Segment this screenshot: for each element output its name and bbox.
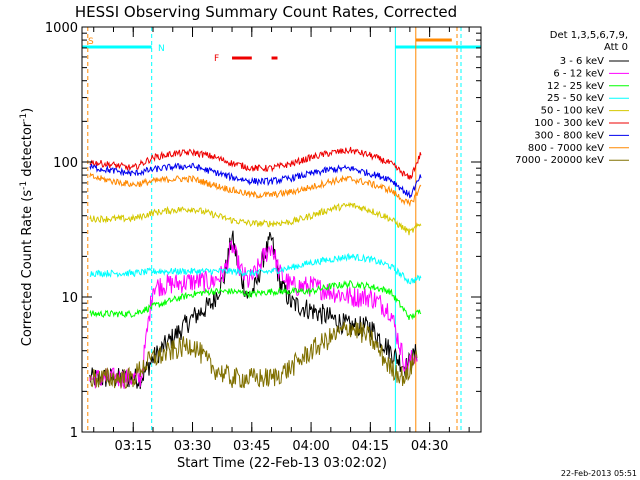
series-line xyxy=(89,252,422,285)
series-line xyxy=(89,201,422,236)
legend-entry-label: 300 - 800 keV xyxy=(534,130,604,141)
legend-header: Att 0 xyxy=(604,42,628,53)
legend-entry-label: 100 - 300 keV xyxy=(534,118,604,129)
legend-entry-label: 25 - 50 keV xyxy=(547,93,604,104)
legend-entry-label: 12 - 25 keV xyxy=(547,81,604,92)
y-axis-label: Corrected Count Rate (s-1 detector-1) xyxy=(19,108,35,346)
series-line xyxy=(89,280,422,321)
series-line xyxy=(89,162,422,199)
x-tick-label: 04:15 xyxy=(352,439,389,454)
y-tick-label: 1000 xyxy=(45,21,78,36)
legend-header: Det 1,3,5,6,7,9, xyxy=(550,30,628,41)
legend-entry-label: 7000 - 20000 keV xyxy=(515,155,604,166)
annotation-layer: S N F xyxy=(82,27,481,432)
y-tick-label: 10 xyxy=(61,291,78,306)
series-line xyxy=(89,146,422,180)
y-tick-label: 1 xyxy=(70,426,78,441)
x-tick-label: 03:45 xyxy=(233,439,270,454)
flare-label: F xyxy=(214,54,219,64)
plot-frame xyxy=(81,26,482,433)
legend-entry-label: 6 - 12 keV xyxy=(553,68,604,79)
x-tick-label: 03:30 xyxy=(174,439,211,454)
x-tick-label: 03:15 xyxy=(115,439,152,454)
night-label: N xyxy=(158,44,165,54)
x-tick-label: 04:30 xyxy=(411,439,448,454)
axes: 1 10 100 1000 03:15 03:30 03:45 04:00 04:15 04:30 xyxy=(45,21,482,454)
saa-label: S xyxy=(88,37,94,47)
y-tick-label: 100 xyxy=(53,156,78,171)
series-line xyxy=(89,321,418,389)
series-layer xyxy=(89,146,422,390)
footer-timestamp: 22-Feb-2013 05:51 xyxy=(561,469,637,478)
x-tick-label: 04:00 xyxy=(292,439,329,454)
legend-entry-label: 50 - 100 keV xyxy=(541,106,605,117)
chart-title: HESSI Observing Summary Count Rates, Cor… xyxy=(75,3,457,21)
x-axis-label: Start Time (22-Feb-13 03:02:02) xyxy=(177,456,387,471)
series-line xyxy=(89,172,422,208)
series-line xyxy=(89,239,418,390)
legend-entry-label: 3 - 6 keV xyxy=(560,56,604,67)
legend-entry-label: 800 - 7000 keV xyxy=(528,143,604,154)
